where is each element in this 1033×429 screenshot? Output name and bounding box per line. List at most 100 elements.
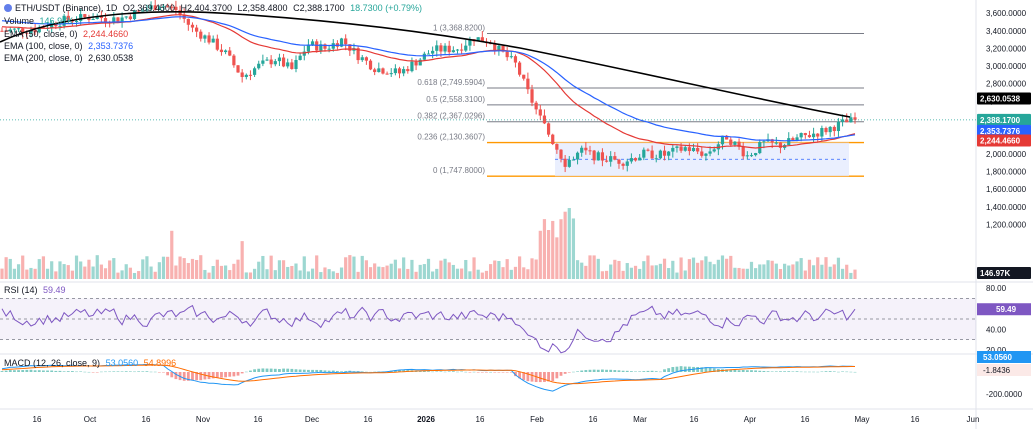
candle-body: [348, 44, 352, 51]
volume-bar: [799, 258, 803, 279]
candle-body: [845, 119, 849, 123]
candle-body: [447, 45, 451, 53]
macd-hist-bar: [745, 370, 749, 372]
volume-bar: [431, 271, 435, 279]
x-tick-label: 16: [142, 415, 151, 424]
macd-hist-bar: [336, 370, 339, 372]
macd-hist-bar: [149, 371, 153, 373]
macd-hist-bar: [543, 372, 546, 382]
macd-hist-bar: [704, 367, 708, 372]
volume-bar: [290, 265, 294, 279]
macd-hist-bar: [613, 370, 617, 372]
macd-hist-bar: [530, 372, 534, 382]
candle-body: [402, 69, 406, 74]
fib-level-label: 0.382 (2,367.0296): [417, 112, 485, 121]
candle-body: [128, 16, 132, 20]
x-tick-label: 16: [690, 415, 699, 424]
macd-hist-bar: [46, 370, 49, 372]
macd-hist-bar: [174, 372, 178, 380]
candle-body: [240, 72, 244, 77]
volume-badge-bg: [977, 267, 1031, 279]
candle-body: [464, 45, 468, 51]
volume-bar: [418, 264, 422, 279]
candle-body: [356, 48, 360, 61]
volume-bar: [348, 255, 352, 279]
rsi-y-tick: 20.00: [986, 346, 1007, 355]
candle-body: [733, 141, 737, 145]
ohlc-open: O2,369.4500: [122, 3, 175, 13]
x-tick-label: 2026: [417, 415, 435, 424]
volume-bar: [426, 258, 431, 279]
candle-body: [16, 28, 21, 30]
candle-body: [244, 74, 248, 77]
candle-body: [281, 57, 286, 67]
candle-body: [435, 45, 439, 51]
volume-bar: [228, 270, 232, 279]
volume-bar: [182, 258, 186, 279]
volume-bar: [422, 264, 426, 279]
candle-body: [538, 109, 542, 116]
candle-body: [410, 61, 414, 72]
volume-bar: [464, 259, 468, 279]
candle-body: [120, 17, 124, 23]
volume-bar: [704, 256, 708, 279]
macd-hist-bar: [356, 371, 360, 372]
macd-hist-bar: [273, 368, 277, 372]
volume-bar: [517, 256, 522, 279]
candle-body: [124, 16, 128, 18]
candle-body: [174, 6, 178, 11]
volume-bar: [112, 258, 116, 279]
ema100-badge: 2,353.7376: [980, 127, 1021, 136]
volume-bar: [820, 264, 824, 279]
macd-hist-bar: [476, 372, 480, 373]
candle-body: [236, 65, 240, 73]
candle-body: [261, 60, 265, 64]
candle-body: [617, 159, 621, 164]
macd-hist-bar: [443, 371, 447, 373]
volume-bar: [54, 271, 58, 279]
rsi-line: [1, 304, 856, 354]
candle-body: [455, 49, 460, 51]
candle-body: [232, 55, 236, 66]
candle-body: [302, 51, 306, 56]
volume-bar: [542, 219, 547, 279]
macd-hist-bar: [472, 371, 476, 373]
candle-body: [315, 41, 319, 51]
volume-bar: [588, 255, 592, 279]
macd-hist-bar: [29, 369, 33, 372]
volume-bar: [137, 271, 141, 279]
candle-body: [103, 18, 108, 22]
macd-hist-bar: [240, 372, 244, 374]
volume-bar: [778, 268, 783, 279]
macd-hist-bar: [157, 372, 161, 373]
macd-hist-bar: [344, 370, 348, 372]
volume-legend: Volume 146.97K: [4, 16, 73, 27]
candle-body: [8, 29, 12, 32]
volume-bar: [310, 268, 315, 279]
macd-hist-bar: [369, 371, 372, 373]
macd-hist-bar: [770, 371, 774, 372]
candle-body: [609, 156, 613, 162]
volume-bar: [377, 266, 381, 279]
candle-body: [58, 25, 62, 27]
volume-bar: [186, 263, 190, 279]
macd-hist-bar: [220, 372, 223, 378]
volume-bar: [845, 264, 849, 279]
volume-bar: [629, 267, 633, 279]
macd-hist-bar: [485, 372, 488, 373]
volume-bar: [646, 255, 650, 279]
volume-bar: [70, 270, 74, 279]
volume-bar: [281, 260, 286, 279]
candle-body: [381, 68, 385, 74]
x-tick-label: Feb: [530, 415, 544, 424]
last-price-badge: 2,388.1700: [980, 116, 1021, 125]
x-tick-label: 16: [589, 415, 598, 424]
macd-hist-bar: [257, 368, 261, 372]
ema100-label: EMA (100, close, 0): [4, 41, 83, 51]
macd-hist-bar: [567, 372, 571, 373]
candle-body: [252, 68, 257, 75]
macd-hist-bar: [21, 370, 25, 372]
candle-body: [853, 117, 857, 120]
volume-bar: [679, 257, 683, 279]
